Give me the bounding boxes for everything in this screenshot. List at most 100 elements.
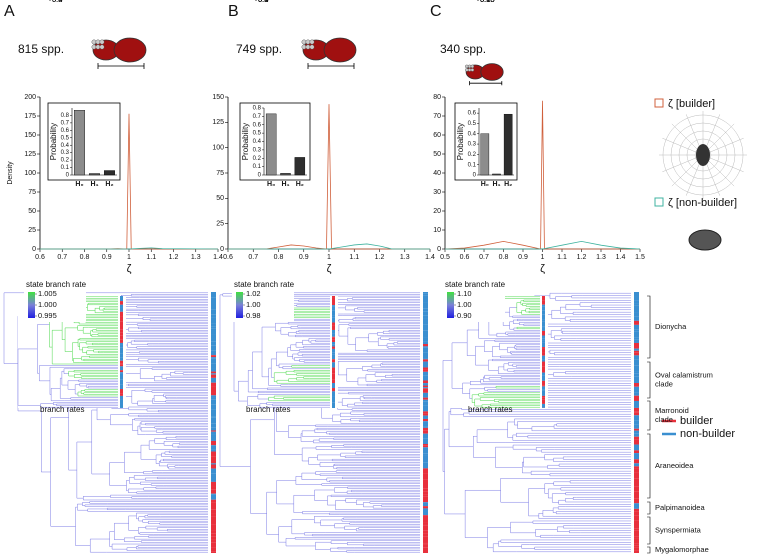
inset-trait-strip xyxy=(120,353,123,358)
trait-strip xyxy=(634,411,639,413)
measure-bar xyxy=(469,81,503,86)
inset-trait-strip xyxy=(542,296,545,301)
trait-strip xyxy=(423,367,428,370)
trait-strip xyxy=(211,449,216,452)
legend-tick-label: 0.3 xyxy=(258,0,268,4)
trait-strip xyxy=(423,295,428,303)
trait-strip xyxy=(211,292,216,298)
inset-trait-strip xyxy=(120,399,123,404)
trait-strip xyxy=(211,314,216,318)
clade-bracket xyxy=(647,295,651,359)
spider-eye xyxy=(95,39,101,45)
inset-trait-strip xyxy=(542,359,545,362)
trait-strip xyxy=(423,359,428,362)
trait-strip xyxy=(634,331,639,338)
trait-strip xyxy=(211,373,216,375)
panel-label: A xyxy=(4,3,15,20)
inset-trait-strip xyxy=(120,344,123,348)
trait-strip xyxy=(211,434,216,441)
inset-trait-strip xyxy=(542,321,545,327)
inset-trait-strip xyxy=(542,397,545,400)
x-tick-label: 1.3 xyxy=(191,254,201,261)
inset-x-tick-label: H₂ xyxy=(504,181,512,188)
y-tick-label: 50 xyxy=(216,195,224,202)
inset-trait-strip xyxy=(332,396,335,403)
inset-x-tick-label: H₁ xyxy=(282,181,290,188)
x-tick-label: 0.9 xyxy=(518,254,528,261)
inset-trait-strip xyxy=(120,372,123,374)
trait-strip xyxy=(423,473,428,480)
trait-strip xyxy=(634,459,639,464)
density-line xyxy=(228,243,430,250)
inset-y-tick-label: 0.3 xyxy=(253,147,262,153)
x-tick-label: 0.6 xyxy=(223,254,233,261)
trait-strip xyxy=(423,388,428,393)
trait-strip xyxy=(634,547,639,551)
trait-strip xyxy=(423,371,428,376)
y-tick-label: 60 xyxy=(433,132,441,139)
spider-abdomen xyxy=(323,37,357,63)
inset-y-tick-label: 0.7 xyxy=(253,114,262,120)
trait-strip xyxy=(423,415,428,419)
trait-strip xyxy=(423,387,428,389)
trait-strip xyxy=(634,303,639,306)
inset-trait-strip xyxy=(120,373,123,380)
trait-strip xyxy=(423,462,428,469)
trait-strip xyxy=(423,530,428,534)
legend-tick-label: 1.00 xyxy=(246,300,261,309)
probability-bar xyxy=(503,113,513,176)
legend-tick-label: 0.20 xyxy=(480,0,495,4)
trait-strip xyxy=(423,383,428,386)
inset-x-tick-label: H₂ xyxy=(105,181,113,188)
inset-trait-strip xyxy=(332,337,335,340)
trait-strip xyxy=(211,475,216,482)
spider-abdomen xyxy=(480,63,504,81)
trait-strip xyxy=(211,303,216,310)
legend-tick-label: 0.2 xyxy=(52,0,62,4)
inset-trait-strip xyxy=(332,317,335,323)
legend-tick-label: 0.10 xyxy=(480,0,495,4)
inset-trait-strip xyxy=(542,330,545,336)
trait-strip xyxy=(634,415,639,421)
trait-strip xyxy=(634,444,639,451)
trait-strip xyxy=(634,412,639,416)
spider-abdomen xyxy=(113,37,147,63)
inset-trait-strip xyxy=(542,355,545,360)
inset-trait-strip xyxy=(332,388,335,392)
trait-strip xyxy=(423,524,428,526)
x-tick-label: 0.7 xyxy=(57,254,67,261)
inset-trait-strip xyxy=(332,379,335,383)
trait-strip xyxy=(211,456,216,464)
inset-y-label: Probability xyxy=(241,123,250,160)
trait-strip xyxy=(423,369,428,372)
clade-bracket xyxy=(647,400,651,431)
nonbuilder-zeta-label: ζ [non-builder] xyxy=(668,197,737,209)
trait-strip xyxy=(423,293,428,296)
y-tick-label: 40 xyxy=(433,170,441,177)
trait-strip xyxy=(634,478,639,482)
inset-y-tick-label: 0.1 xyxy=(468,162,477,168)
trait-strip xyxy=(423,508,428,516)
trait-strip xyxy=(634,430,639,434)
inset-trait-strip xyxy=(542,314,545,320)
inset-trait-strip xyxy=(332,346,335,349)
probability-bar xyxy=(74,110,85,176)
nonbuilder-label: non-builder xyxy=(680,428,735,440)
trait-strip xyxy=(211,371,216,374)
tree-branches-fast xyxy=(471,296,540,408)
clade-bracket xyxy=(647,501,651,515)
trait-strip xyxy=(423,337,428,342)
inset-x-tick-label: H₀ xyxy=(267,181,275,188)
trait-strip xyxy=(423,522,428,525)
inset-trait-strip xyxy=(120,321,123,326)
trait-strip xyxy=(211,363,216,369)
y-tick-label: 80 xyxy=(433,94,441,101)
trait-strip xyxy=(634,498,639,504)
trait-strip xyxy=(634,528,639,531)
inset-y-tick-label: 0.6 xyxy=(61,128,70,134)
clade-label: Araneoidea xyxy=(655,461,694,470)
inset-trait-strip xyxy=(120,407,123,408)
x-tick-label: 1.4 xyxy=(425,254,435,261)
x-tick-label: 1.4 xyxy=(616,254,626,261)
inset-trait-strip xyxy=(332,310,335,316)
